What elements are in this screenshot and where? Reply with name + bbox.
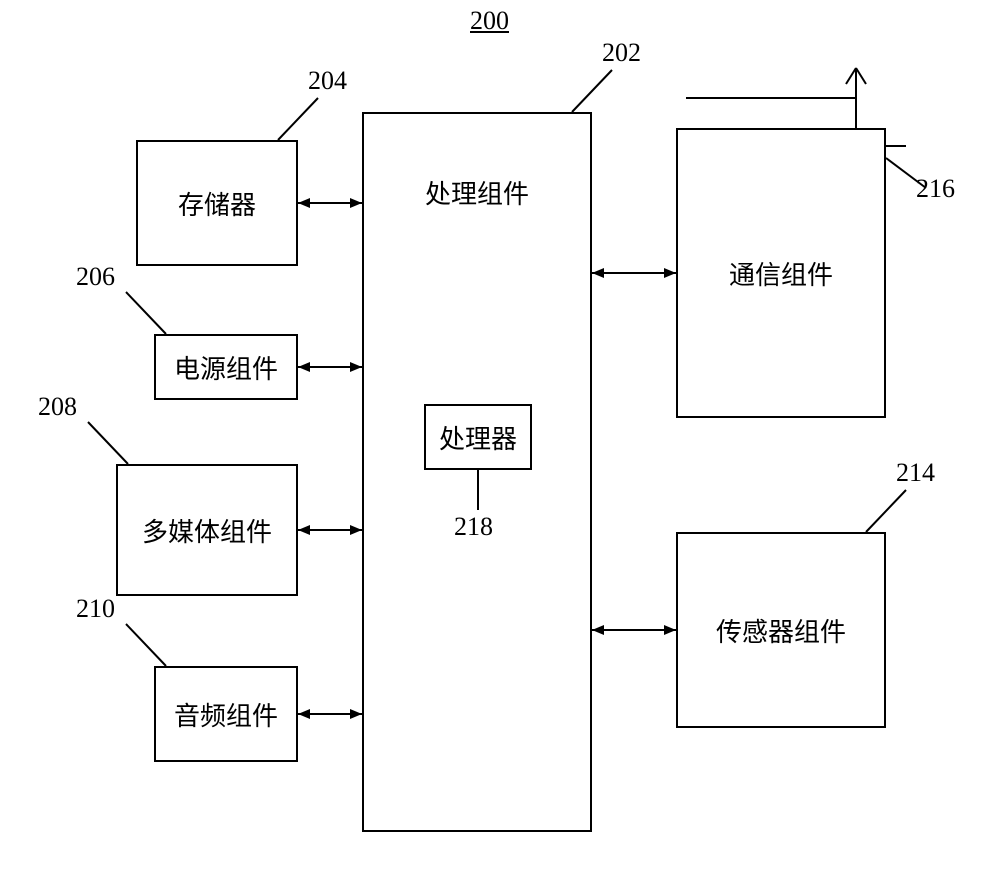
node-multimedia: 多媒体组件 (116, 464, 298, 596)
node-comm: 通信组件 (676, 128, 886, 418)
ref-label-processing: 202 (602, 38, 641, 68)
node-label-processor: 处理器 (439, 419, 517, 456)
ref-label-memory: 204 (308, 66, 347, 96)
ref-label-comm: 216 (916, 174, 955, 204)
node-processing: 处理组件 (362, 112, 592, 832)
node-audio: 音频组件 (154, 666, 298, 762)
node-memory: 存储器 (136, 140, 298, 266)
node-label-power: 电源组件 (174, 349, 278, 386)
node-processor: 处理器 (424, 404, 532, 470)
node-label-sensor: 传感器组件 (716, 612, 846, 649)
ref-label-processor: 218 (454, 512, 493, 542)
node-sensor: 传感器组件 (676, 532, 886, 728)
ref-label-audio: 210 (76, 594, 115, 624)
node-label-audio: 音频组件 (174, 696, 278, 733)
node-label-multimedia: 多媒体组件 (142, 512, 272, 549)
diagram-stage: 200 存储器电源组件多媒体组件音频组件 处理组件处理器 通信组件传感器组件 204… (0, 0, 1000, 896)
diagram-title: 200 (470, 6, 509, 36)
node-label-memory: 存储器 (178, 185, 256, 222)
ref-label-sensor: 214 (896, 458, 935, 488)
ref-label-multimedia: 208 (38, 392, 77, 422)
node-power: 电源组件 (154, 334, 298, 400)
node-label-processing: 处理组件 (425, 174, 529, 211)
node-label-comm: 通信组件 (729, 255, 833, 292)
ref-label-power: 206 (76, 262, 115, 292)
